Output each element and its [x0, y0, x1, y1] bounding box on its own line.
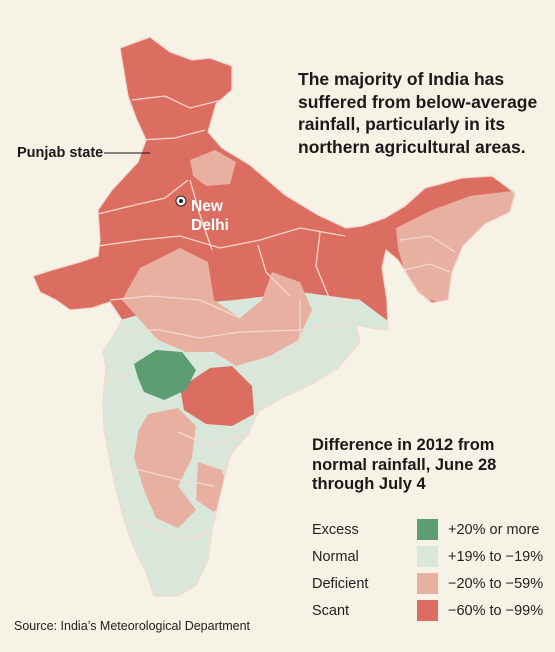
- subdivision-borders: [97, 95, 456, 541]
- region-uttarakhand-deficient: [190, 150, 236, 186]
- region-marathwada-excess: [134, 350, 196, 400]
- legend-row-scant: Scant −60% to −99%: [312, 600, 547, 627]
- legend-category: Normal: [312, 549, 359, 565]
- source-note: Source: India’s Meteorological Departmen…: [14, 619, 251, 633]
- legend: Excess +20% or more Normal +19% to −19% …: [312, 519, 547, 627]
- region-northeast-deficient: [396, 190, 515, 304]
- legend-range: −60% to −99%: [448, 603, 544, 619]
- legend-category: Excess: [312, 522, 359, 538]
- legend-title: Difference in 2012 from normal rainfall,…: [312, 436, 497, 493]
- india-outline: [32, 36, 516, 597]
- legend-category: Scant: [312, 603, 350, 619]
- headline: The majority of India has suffered from …: [298, 69, 538, 157]
- new-delhi-marker-icon: [175, 195, 187, 207]
- legend-range: −20% to −59%: [448, 576, 544, 592]
- legend-row-deficient: Deficient −20% to −59%: [312, 573, 547, 600]
- legend-swatch-deficient: [417, 573, 438, 594]
- legend-row-excess: Excess +20% or more: [312, 519, 547, 546]
- legend-row-normal: Normal +19% to −19%: [312, 546, 547, 573]
- region-telangana-scant: [180, 366, 254, 426]
- new-delhi-label: New Delhi: [191, 198, 229, 234]
- punjab-state-label: Punjab state: [17, 145, 104, 161]
- region-karnataka-deficient: [134, 408, 196, 528]
- legend-swatch-normal: [417, 546, 438, 567]
- legend-swatch-scant: [417, 600, 438, 621]
- legend-range: +20% or more: [448, 522, 540, 538]
- legend-category: Deficient: [312, 576, 369, 592]
- legend-range: +19% to −19%: [448, 549, 544, 565]
- legend-swatch-excess: [417, 519, 438, 540]
